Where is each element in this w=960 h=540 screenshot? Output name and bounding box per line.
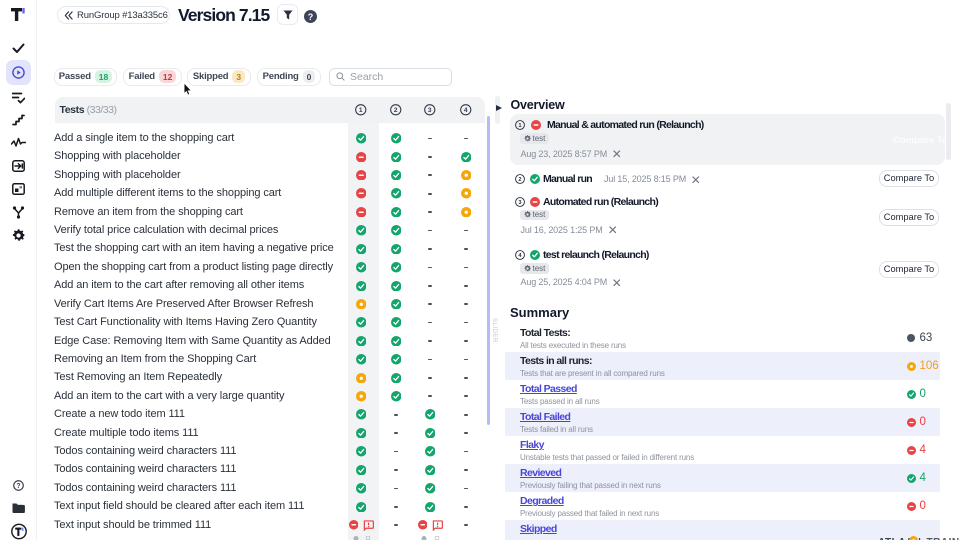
svg-text:2: 2 <box>394 107 398 114</box>
svg-text:3: 3 <box>518 200 521 206</box>
svg-text:4: 4 <box>464 107 468 114</box>
svg-text:2: 2 <box>518 177 521 183</box>
svg-text:1: 1 <box>359 107 363 114</box>
svg-text:3: 3 <box>428 107 432 114</box>
svg-text:4: 4 <box>518 253 522 259</box>
svg-text:1: 1 <box>518 123 522 129</box>
svg-text:?: ? <box>16 483 20 490</box>
